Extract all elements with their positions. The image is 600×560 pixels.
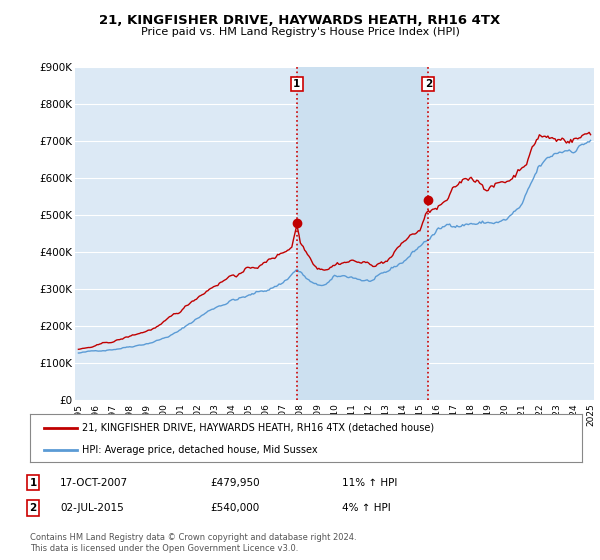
Text: 11% ↑ HPI: 11% ↑ HPI (342, 478, 397, 488)
Text: £540,000: £540,000 (210, 503, 259, 513)
Text: Contains HM Land Registry data © Crown copyright and database right 2024.
This d: Contains HM Land Registry data © Crown c… (30, 533, 356, 553)
Text: 21, KINGFISHER DRIVE, HAYWARDS HEATH, RH16 4TX: 21, KINGFISHER DRIVE, HAYWARDS HEATH, RH… (100, 14, 500, 27)
Text: 1: 1 (29, 478, 37, 488)
Text: 2: 2 (425, 79, 432, 89)
Text: 2: 2 (29, 503, 37, 513)
Text: HPI: Average price, detached house, Mid Sussex: HPI: Average price, detached house, Mid … (82, 445, 318, 455)
Text: 02-JUL-2015: 02-JUL-2015 (60, 503, 124, 513)
Text: 17-OCT-2007: 17-OCT-2007 (60, 478, 128, 488)
Text: 4% ↑ HPI: 4% ↑ HPI (342, 503, 391, 513)
Text: Price paid vs. HM Land Registry's House Price Index (HPI): Price paid vs. HM Land Registry's House … (140, 27, 460, 37)
Text: 1: 1 (293, 79, 301, 89)
Text: £479,950: £479,950 (210, 478, 260, 488)
Bar (297, 67, 428, 400)
Text: 21, KINGFISHER DRIVE, HAYWARDS HEATH, RH16 4TX (detached house): 21, KINGFISHER DRIVE, HAYWARDS HEATH, RH… (82, 423, 434, 433)
